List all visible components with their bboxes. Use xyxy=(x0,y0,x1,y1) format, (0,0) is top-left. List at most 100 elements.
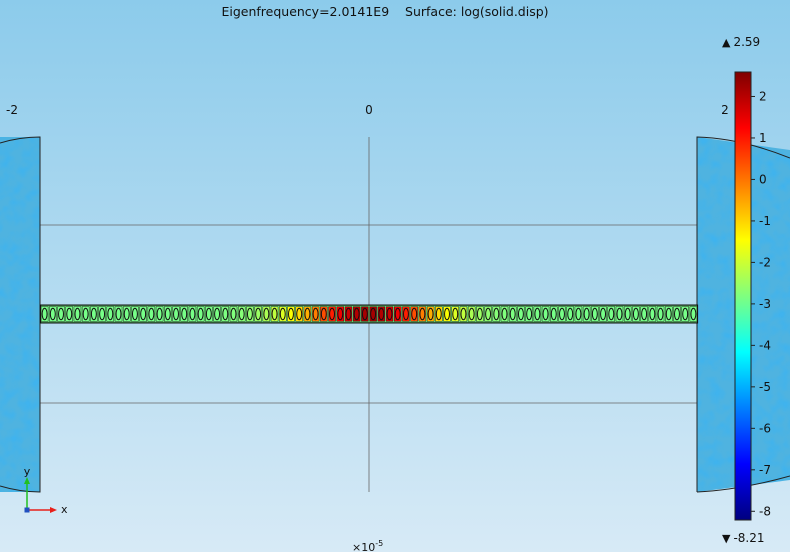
beam-cell-hole xyxy=(271,307,278,321)
colorbar-tick-label: -2 xyxy=(759,255,771,269)
beam-cell-hole xyxy=(320,307,327,321)
beam-cell-hole xyxy=(657,307,664,321)
beam-cell xyxy=(65,306,74,322)
beam-cell-hole xyxy=(296,307,303,321)
beam-cell-hole xyxy=(164,307,171,321)
beam-cell-hole xyxy=(444,307,450,321)
beam-cell xyxy=(443,306,451,322)
x-axis: -2 0 2 ×10-5 xyxy=(6,103,729,552)
beam-cell xyxy=(393,306,402,322)
beam-cell-hole xyxy=(99,307,106,321)
beam-cell xyxy=(533,306,542,322)
beam-cell-hole xyxy=(205,307,212,321)
beam-cell-hole xyxy=(517,307,524,321)
beam-cell xyxy=(320,306,328,322)
beam-cell xyxy=(665,306,673,322)
beam-cell-hole xyxy=(304,307,311,321)
triad-y-label: y xyxy=(24,465,31,478)
beam-cell-hole xyxy=(624,307,631,321)
beam-cell xyxy=(566,306,574,322)
beam-cell-hole xyxy=(156,307,163,321)
colorbar-gradient xyxy=(734,71,752,521)
triad-x-arrow xyxy=(50,507,57,513)
beam-cell xyxy=(81,306,90,322)
beam-cell-hole xyxy=(526,307,533,321)
beam-cell-hole xyxy=(485,307,492,321)
beam-cell-hole xyxy=(263,307,270,321)
beam-cell-hole xyxy=(49,307,56,321)
beam-cell xyxy=(607,306,616,322)
triad-y-arrow xyxy=(24,477,30,484)
colorbar-tick-label: 0 xyxy=(759,172,767,186)
beam-cell xyxy=(213,306,221,322)
beam-cell xyxy=(106,306,115,322)
beam-cell-hole xyxy=(337,307,344,321)
beam-cell-hole xyxy=(312,307,319,321)
beam-cell xyxy=(656,306,665,322)
beam-cell xyxy=(418,306,427,322)
colorbar-max-marker: ▲ xyxy=(722,36,731,49)
colorbar-ticks: 2 1 0 -1 -2 -3 -4 -5 -6 -7 -8 xyxy=(751,89,771,518)
beam-cell xyxy=(369,306,377,322)
beam-cell-hole xyxy=(66,307,73,321)
beam-cell-hole xyxy=(600,307,607,321)
colorbar-tick-label: -3 xyxy=(759,297,771,311)
beam-cell-hole xyxy=(468,307,475,321)
beam-cell-hole xyxy=(148,307,155,321)
beam-cell xyxy=(615,306,624,322)
beam-cell-hole xyxy=(649,307,656,321)
beam-cell-hole xyxy=(460,307,467,321)
beam-cell xyxy=(435,306,443,322)
x-tick-label-right: 2 xyxy=(721,103,729,117)
beam-cell-hole xyxy=(534,307,541,321)
beam-cell-hole xyxy=(131,307,138,321)
colorbar-tick-label: -4 xyxy=(759,338,771,352)
beam-cell-hole xyxy=(419,307,426,321)
beam-cell xyxy=(492,306,501,322)
beam-cell-hole xyxy=(641,307,648,321)
beam-cell-hole xyxy=(197,307,204,321)
beam-cell-hole xyxy=(90,307,97,321)
beam-cell-hole xyxy=(583,307,590,321)
beam-cell-hole xyxy=(370,307,377,321)
colorbar-tick-label: 1 xyxy=(759,131,767,145)
beam-cell-hole xyxy=(255,307,262,321)
beam-cell xyxy=(648,306,657,322)
beam-cell xyxy=(640,306,648,322)
beam-cell-hole xyxy=(542,307,549,321)
beam-cell xyxy=(98,306,106,322)
beam-cell xyxy=(147,306,156,322)
beam-cell xyxy=(484,306,492,322)
beam-cell xyxy=(57,306,65,322)
beam-cell-hole xyxy=(329,307,336,321)
x-tick-label-left: -2 xyxy=(6,103,18,117)
beam-cell xyxy=(467,306,476,322)
colorbar: ▲ 2.59 2 1 0 -1 -2 -3 -4 -5 -6 -7 -8 ▼ -8.21 xyxy=(722,35,771,545)
beam-cell-hole xyxy=(402,307,409,321)
beam-cell xyxy=(246,306,254,322)
beam-cell-hole xyxy=(435,307,442,321)
beam-cell xyxy=(229,306,238,322)
beam-cell-hole xyxy=(361,307,368,321)
left-domain xyxy=(0,136,41,493)
beam-cell xyxy=(328,306,336,322)
beam-cell xyxy=(262,306,271,322)
beam-cell xyxy=(681,306,689,322)
beam-cell xyxy=(689,306,698,322)
beam-cell-hole xyxy=(279,307,286,321)
beam-cell xyxy=(164,306,172,322)
x-scale-label: ×10-5 xyxy=(352,539,383,552)
colorbar-tick-label: -6 xyxy=(759,421,771,435)
beam-cell xyxy=(344,306,353,322)
colorbar-tick-label: -1 xyxy=(759,214,771,228)
beam-cell-hole xyxy=(246,307,253,321)
beam-cell xyxy=(311,306,320,322)
beam-cell xyxy=(90,306,98,322)
colorbar-min-value: -8.21 xyxy=(733,531,764,545)
beam-cell-hole xyxy=(41,307,48,321)
beam-cell-hole xyxy=(476,307,483,321)
beam-cell-hole xyxy=(58,307,64,321)
beam-cell xyxy=(336,306,345,322)
beam-cell xyxy=(279,306,287,322)
beam-cell xyxy=(500,306,509,322)
